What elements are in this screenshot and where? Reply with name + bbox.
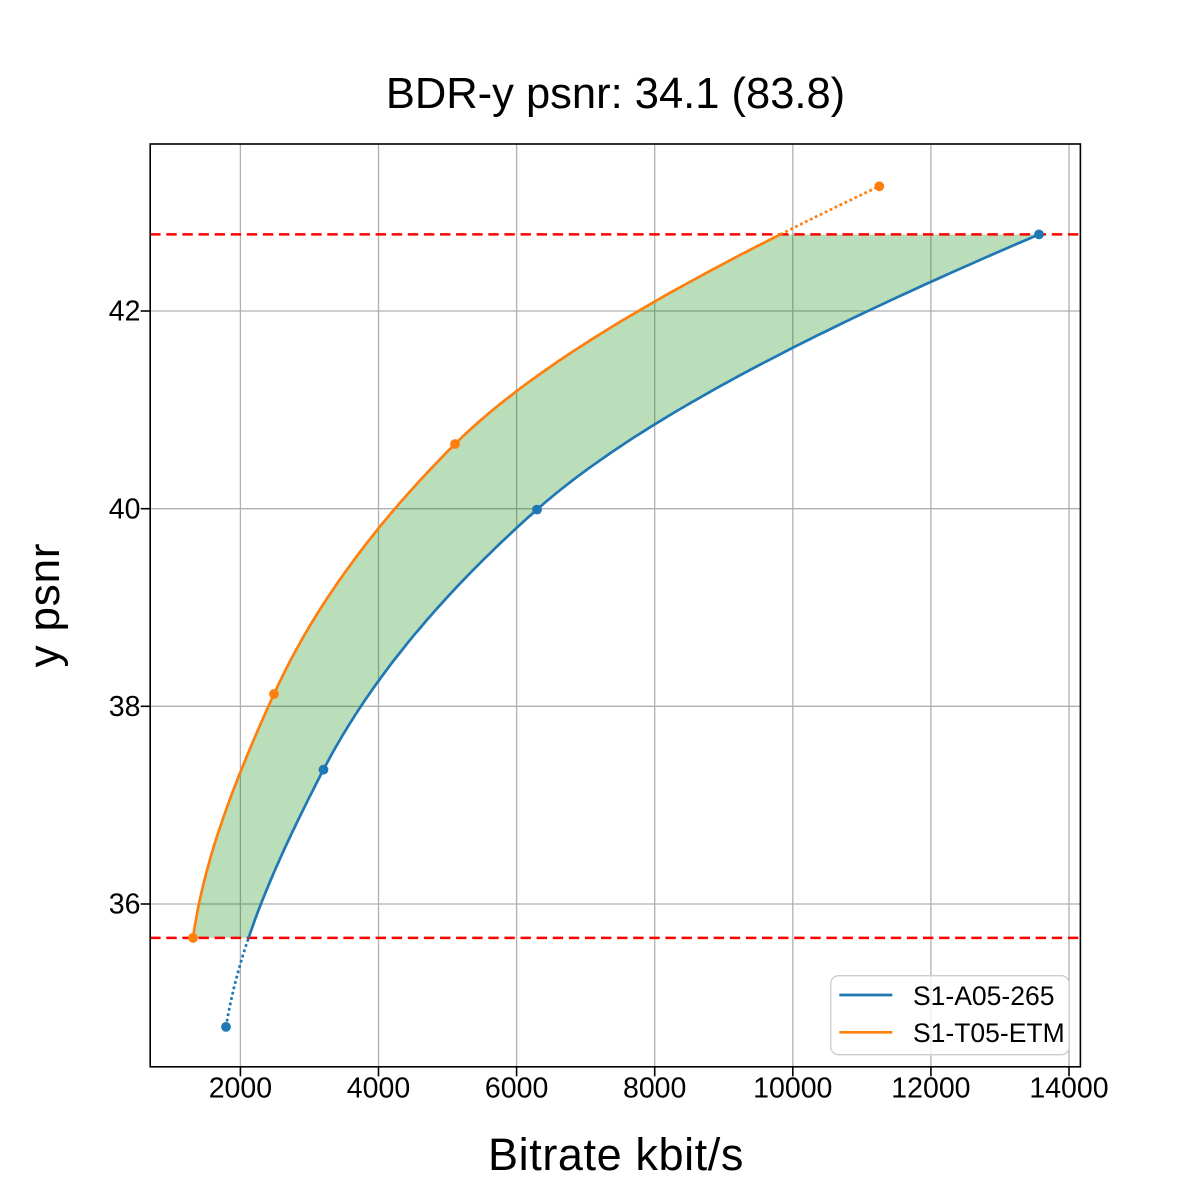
svg-text:10000: 10000	[753, 1073, 832, 1105]
svg-text:2000: 2000	[209, 1073, 272, 1105]
svg-text:S1-A05-265: S1-A05-265	[913, 981, 1054, 1011]
svg-text:12000: 12000	[891, 1073, 970, 1105]
svg-text:38: 38	[109, 691, 141, 723]
svg-text:40: 40	[109, 493, 141, 525]
svg-text:36: 36	[109, 889, 141, 921]
svg-text:Bitrate kbit/s: Bitrate kbit/s	[488, 1129, 744, 1180]
svg-text:y psnr: y psnr	[20, 543, 69, 668]
svg-text:S1-T05-ETM: S1-T05-ETM	[913, 1018, 1065, 1048]
svg-text:8000: 8000	[623, 1073, 686, 1105]
svg-text:4000: 4000	[347, 1073, 410, 1105]
svg-text:14000: 14000	[1029, 1073, 1108, 1105]
svg-text:42: 42	[109, 296, 141, 328]
svg-text:6000: 6000	[485, 1073, 548, 1105]
svg-text:BDR-y psnr: 34.1 (83.8): BDR-y psnr: 34.1 (83.8)	[386, 70, 845, 118]
